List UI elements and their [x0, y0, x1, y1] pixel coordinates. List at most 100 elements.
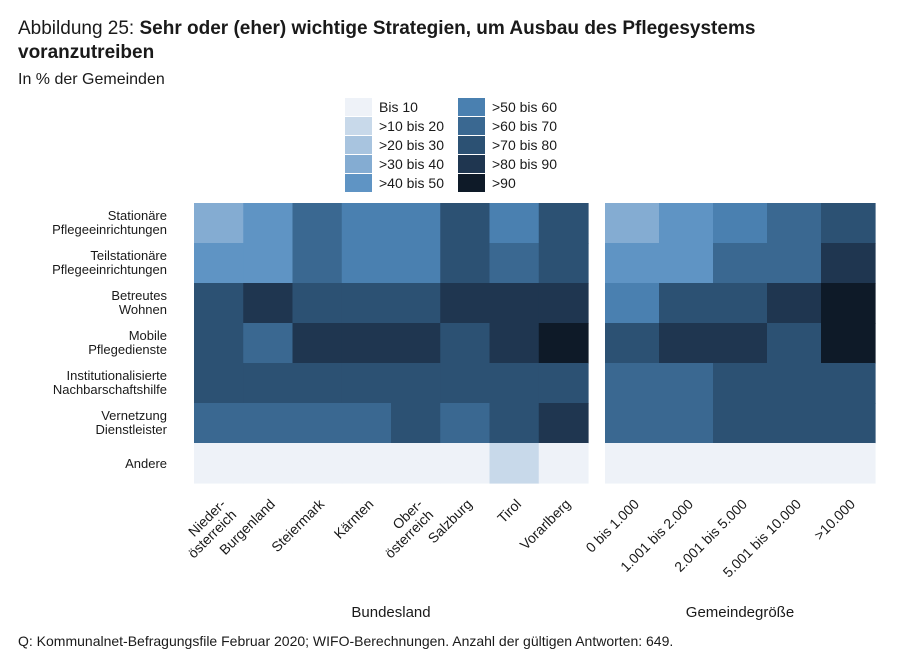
legend-swatch — [345, 117, 372, 135]
row-label: Andere — [125, 456, 167, 471]
heatmap-cell — [821, 283, 876, 324]
heatmap-cell — [194, 243, 244, 284]
heatmap-cell — [713, 203, 768, 244]
column-label: >10.000 — [811, 496, 859, 544]
row-label: Vernetzung Dienstleister — [95, 408, 167, 437]
legend-label: >30 bis 40 — [379, 156, 444, 172]
heatmap-cell — [659, 443, 714, 484]
heatmap-cell — [243, 403, 294, 444]
panel-axis-title: Bundesland — [351, 604, 430, 621]
heatmap-cell — [659, 283, 714, 324]
heatmap-cell — [538, 443, 589, 484]
row-label: Stationäre Pflegeeinrichtungen — [52, 208, 167, 237]
row-label: Betreutes Wohnen — [111, 288, 167, 317]
heatmap-cell — [292, 403, 343, 444]
legend-swatch — [458, 155, 485, 173]
heatmap-cell — [391, 323, 441, 364]
heatmap-cell — [659, 323, 714, 364]
heatmap-cell — [713, 283, 768, 324]
legend-label: >10 bis 20 — [379, 118, 444, 134]
heatmap-cell — [605, 283, 660, 324]
heatmap-cell — [391, 243, 441, 284]
heatmap-cell — [489, 443, 540, 484]
heatmap-cell — [440, 203, 491, 244]
legend-swatch — [345, 98, 372, 116]
heatmap-cell — [538, 403, 589, 444]
heatmap-cell — [391, 203, 441, 244]
heatmap-cell — [767, 283, 822, 324]
heatmap-cell — [821, 243, 876, 284]
heatmap-cell — [713, 403, 768, 444]
heatmap-cell — [605, 323, 660, 364]
heatmap-chart: Bis 10 >10 bis 20 >20 bis 30 >30 bis 40 >40 … — [52, 98, 876, 621]
chart-subtitle: In % der Gemeinden — [18, 71, 165, 88]
heatmap-cell — [440, 443, 491, 484]
chart-title: Abbildung 25: Sehr oder (eher) wichtige … — [18, 17, 878, 65]
heatmap-cell — [194, 283, 244, 324]
heatmap-cell — [767, 323, 822, 364]
heatmap-cell — [194, 363, 244, 404]
heatmap-cell — [440, 403, 491, 444]
heatmap-cell — [341, 283, 392, 324]
heatmap-cell — [538, 323, 589, 364]
heatmap-cell — [821, 443, 876, 484]
column-label: Vorarlberg — [517, 496, 574, 553]
row-label: Teilstationäre Pflegeeinrichtungen — [52, 248, 167, 277]
legend-swatch — [458, 136, 485, 154]
legend-swatch — [458, 174, 485, 192]
heatmap-cell — [821, 363, 876, 404]
heatmap-cell — [538, 243, 589, 284]
heatmap-cell — [243, 283, 294, 324]
heatmap-cell — [767, 363, 822, 404]
heatmap-cell — [659, 243, 714, 284]
heatmap-cell — [605, 443, 660, 484]
heatmap-cell — [713, 363, 768, 404]
heatmap-cell — [713, 243, 768, 284]
heatmap-cell — [713, 443, 768, 484]
legend-label: >50 bis 60 — [492, 99, 557, 115]
legend-label: >60 bis 70 — [492, 118, 557, 134]
heatmap-cell — [243, 363, 294, 404]
heatmap-cell — [489, 243, 540, 284]
source-note: Q: Kommunalnet-Befragungsfile Februar 20… — [18, 633, 674, 649]
heatmap-cell — [440, 363, 491, 404]
heatmap-cell — [292, 243, 343, 284]
column-label: Ober-österreich — [371, 496, 437, 562]
heatmap-cell — [194, 443, 244, 484]
heatmap-cell — [821, 403, 876, 444]
legend-label: >70 bis 80 — [492, 137, 557, 153]
legend-label: >40 bis 50 — [379, 175, 444, 191]
row-label: Institutionalisierte Nachbarschaftshilfe — [53, 368, 167, 397]
heatmap-cell — [243, 243, 294, 284]
heatmap-cell — [391, 363, 441, 404]
column-label: Tirol — [494, 496, 524, 526]
row-label: Mobile Pflegedienste — [88, 328, 167, 357]
heatmap-cell — [341, 203, 392, 244]
column-label: Kärnten — [331, 496, 377, 542]
heatmap-cell — [292, 443, 343, 484]
heatmap-cell — [243, 323, 294, 364]
heatmap-cell — [391, 283, 441, 324]
heatmap-cell — [341, 363, 392, 404]
heatmap-cell — [767, 403, 822, 444]
legend-swatch — [458, 117, 485, 135]
heatmap-cell — [538, 203, 589, 244]
heatmap-cell — [440, 243, 491, 284]
heatmap-cell — [194, 203, 244, 244]
heatmap-cell — [391, 403, 441, 444]
heatmap-cell — [292, 363, 343, 404]
legend-label: >20 bis 30 — [379, 137, 444, 153]
legend-swatch — [345, 136, 372, 154]
heatmap-cell — [489, 283, 540, 324]
heatmap-cell — [440, 323, 491, 364]
heatmap-cell — [489, 403, 540, 444]
heatmap-cell — [713, 323, 768, 364]
heatmap-cell — [605, 363, 660, 404]
heatmap-cell — [341, 323, 392, 364]
heatmap-cell — [605, 243, 660, 284]
legend-label: >90 — [492, 175, 516, 191]
panel-axis-title: Gemeindegröße — [686, 604, 794, 621]
column-label: Steiermark — [268, 495, 328, 555]
legend-label: Bis 10 — [379, 99, 418, 115]
heatmap-cell — [767, 243, 822, 284]
